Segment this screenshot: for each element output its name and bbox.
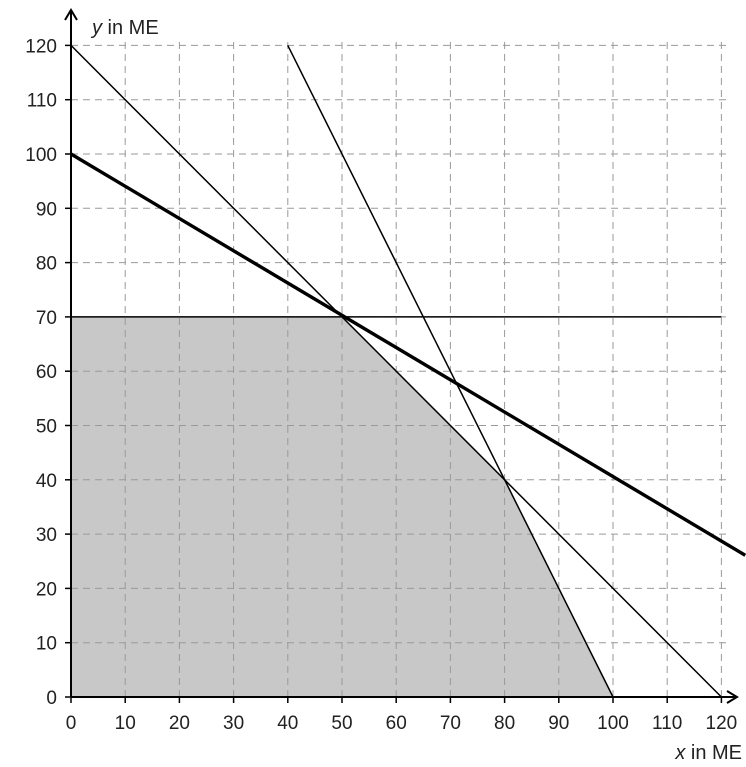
y-tick-label: 20 bbox=[36, 579, 57, 600]
x-axis-label: x in ME bbox=[674, 742, 742, 764]
x-tick-label: 70 bbox=[440, 713, 461, 734]
y-tick-label: 40 bbox=[36, 471, 57, 492]
y-tick-label: 60 bbox=[36, 362, 57, 383]
y-tick-label: 90 bbox=[36, 199, 57, 220]
x-tick-label: 120 bbox=[706, 713, 738, 734]
y-tick-label: 0 bbox=[46, 688, 57, 709]
x-tick-label: 20 bbox=[169, 713, 190, 734]
y-axis-arrow bbox=[64, 8, 78, 21]
x-tick-label: 10 bbox=[115, 713, 136, 734]
y-tick-label: 100 bbox=[25, 145, 57, 166]
y-tick-label: 50 bbox=[36, 417, 57, 438]
x-tick-label: 110 bbox=[652, 713, 682, 734]
series-line-2 bbox=[287, 45, 614, 698]
x-tick-label: 50 bbox=[331, 713, 352, 734]
series-line-1 bbox=[70, 44, 722, 698]
feasible-region bbox=[71, 316, 613, 697]
y-tick-label: 110 bbox=[27, 91, 57, 112]
x-tick-label: 0 bbox=[66, 713, 77, 734]
y-tick-label: 80 bbox=[36, 254, 57, 275]
x-tick-label: 80 bbox=[494, 713, 515, 734]
x-tick-label: 100 bbox=[597, 713, 629, 734]
y-axis-label: y in ME bbox=[90, 17, 159, 39]
x-tick-label: 60 bbox=[386, 713, 407, 734]
y-tick-label: 30 bbox=[36, 525, 57, 546]
x-tick-label: 40 bbox=[277, 713, 298, 734]
series-line-4 bbox=[70, 152, 746, 557]
x-tick-label: 90 bbox=[548, 713, 569, 734]
x-tick-label: 30 bbox=[223, 713, 244, 734]
x-axis-arrow bbox=[726, 690, 739, 704]
y-tick-label: 10 bbox=[36, 634, 57, 655]
y-tick-label: 120 bbox=[25, 36, 57, 57]
y-tick-label: 70 bbox=[36, 308, 57, 329]
